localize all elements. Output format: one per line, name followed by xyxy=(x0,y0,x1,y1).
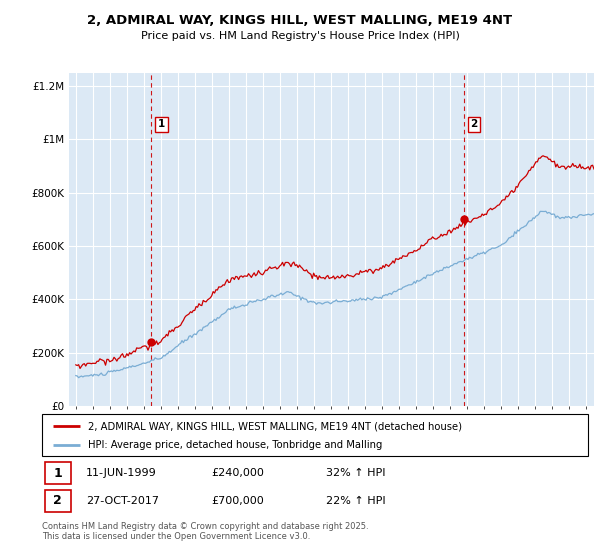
Text: 1: 1 xyxy=(53,467,62,480)
Text: 2: 2 xyxy=(470,119,478,129)
Text: £700,000: £700,000 xyxy=(211,496,264,506)
Text: Price paid vs. HM Land Registry's House Price Index (HPI): Price paid vs. HM Land Registry's House … xyxy=(140,31,460,41)
Text: 2, ADMIRAL WAY, KINGS HILL, WEST MALLING, ME19 4NT (detached house): 2, ADMIRAL WAY, KINGS HILL, WEST MALLING… xyxy=(88,421,463,431)
Bar xyxy=(45,490,71,512)
Text: £240,000: £240,000 xyxy=(211,468,264,478)
Text: 32% ↑ HPI: 32% ↑ HPI xyxy=(326,468,385,478)
Bar xyxy=(45,462,71,484)
Text: Contains HM Land Registry data © Crown copyright and database right 2025.
This d: Contains HM Land Registry data © Crown c… xyxy=(42,522,368,542)
Text: 2: 2 xyxy=(53,494,62,507)
Text: 11-JUN-1999: 11-JUN-1999 xyxy=(86,468,157,478)
Text: HPI: Average price, detached house, Tonbridge and Malling: HPI: Average price, detached house, Tonb… xyxy=(88,440,383,450)
Text: 1: 1 xyxy=(158,119,165,129)
Text: 2, ADMIRAL WAY, KINGS HILL, WEST MALLING, ME19 4NT: 2, ADMIRAL WAY, KINGS HILL, WEST MALLING… xyxy=(88,14,512,27)
Text: 27-OCT-2017: 27-OCT-2017 xyxy=(86,496,158,506)
Text: 22% ↑ HPI: 22% ↑ HPI xyxy=(326,496,386,506)
